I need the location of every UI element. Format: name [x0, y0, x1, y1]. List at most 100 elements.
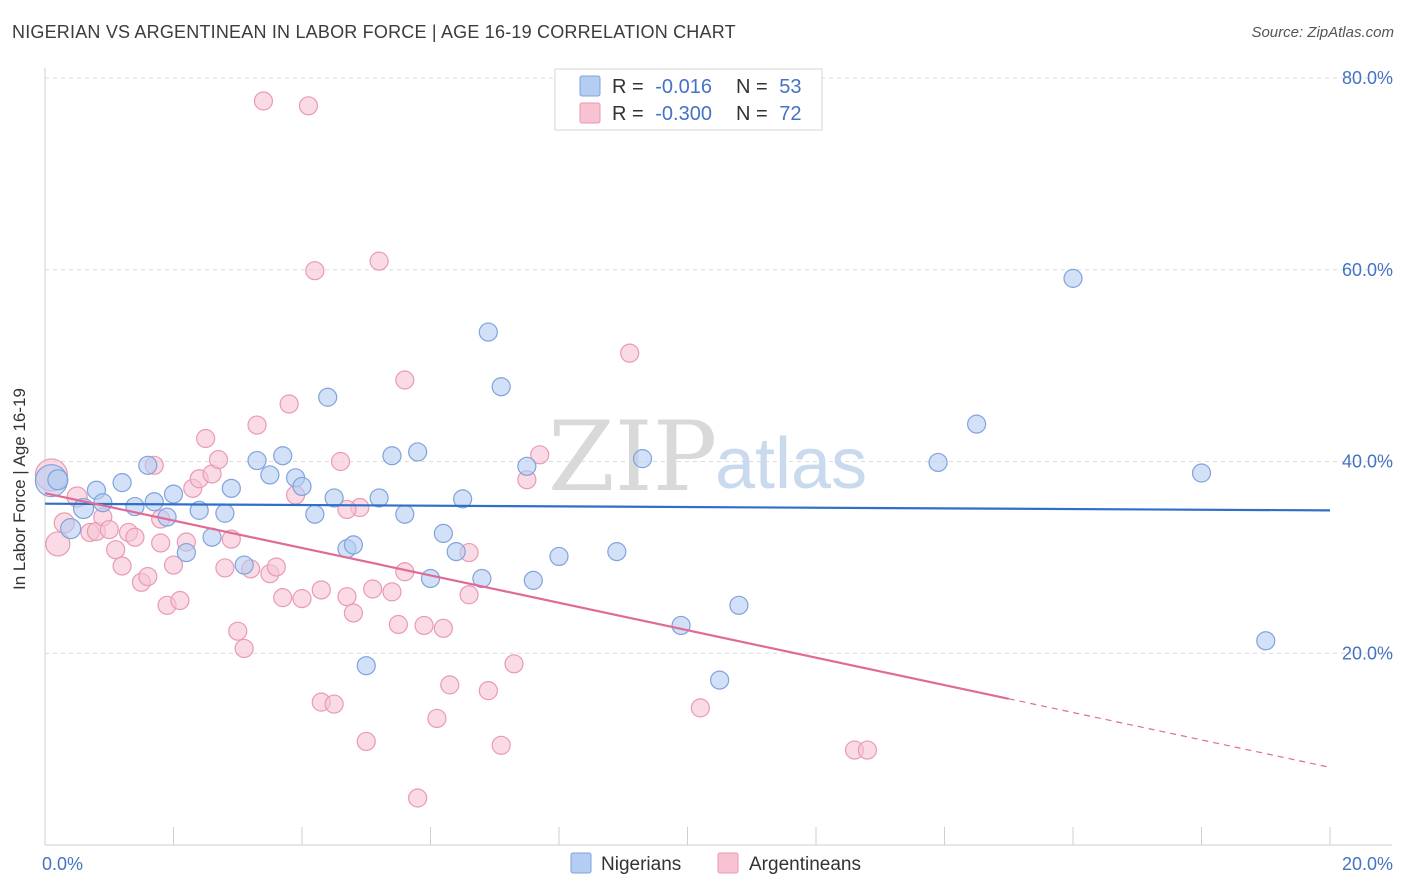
point-nigerians: [163, 484, 184, 504]
point-argentineans: [45, 531, 71, 557]
point-argentineans: [298, 96, 319, 116]
point-nigerians: [369, 488, 389, 508]
y-tick-label: 40.0%: [1342, 452, 1393, 472]
point-nigerians: [446, 542, 466, 562]
watermark-atlas: atlas: [715, 424, 867, 504]
watermark: ZIP atlas: [548, 401, 867, 513]
point-argentineans: [163, 555, 184, 575]
legend-swatch-argentineans: [579, 102, 601, 124]
point-nigerians: [607, 542, 627, 562]
x-tick-label: 20.0%: [1342, 854, 1393, 874]
point-argentineans: [857, 740, 878, 760]
x-tick-label: 0.0%: [42, 854, 83, 874]
point-nigerians: [260, 465, 280, 485]
point-nigerians: [491, 377, 511, 397]
point-nigerians: [408, 442, 428, 462]
point-nigerians: [1256, 631, 1276, 651]
point-nigerians: [433, 523, 453, 544]
series-legend-swatch-nigerians: [570, 852, 592, 874]
series-legend-label-nigerians: Nigerians: [601, 854, 681, 875]
point-argentineans: [196, 428, 216, 449]
point-argentineans: [388, 614, 408, 635]
point-argentineans: [440, 675, 460, 695]
point-argentineans: [266, 557, 286, 577]
point-argentineans: [433, 618, 453, 638]
point-argentineans: [324, 694, 344, 714]
svg-text:N = 72: N = 72: [736, 103, 802, 125]
point-argentineans: [427, 708, 447, 729]
point-nigerians: [729, 595, 749, 615]
series-legend: Nigerians Argentineans: [570, 852, 861, 875]
point-argentineans: [273, 588, 293, 608]
point-nigerians: [273, 446, 293, 466]
point-nigerians: [671, 615, 691, 636]
point-argentineans: [504, 654, 524, 674]
point-nigerians: [710, 670, 730, 690]
point-argentineans: [228, 621, 248, 641]
point-nigerians: [138, 455, 158, 475]
point-nigerians: [420, 568, 441, 589]
point-argentineans: [311, 580, 331, 600]
point-nigerians: [928, 452, 948, 473]
point-nigerians: [453, 489, 473, 509]
point-argentineans: [382, 582, 402, 602]
point-nigerians: [60, 518, 82, 540]
point-argentineans: [363, 579, 383, 599]
legend-r-label-argentineans: R =: [612, 103, 644, 125]
point-argentineans: [395, 370, 415, 390]
series-legend-swatch-argentineans: [717, 852, 739, 874]
svg-text:R = -0.016: R = -0.016: [612, 76, 712, 98]
point-nigerians: [967, 414, 987, 434]
point-argentineans: [215, 558, 235, 578]
y-tick-label: 20.0%: [1342, 643, 1393, 663]
point-argentineans: [408, 788, 428, 808]
point-nigerians: [343, 535, 363, 555]
point-argentineans: [356, 731, 376, 752]
point-nigerians: [1191, 463, 1212, 483]
point-nigerians: [1063, 268, 1083, 288]
y-tick-label: 80.0%: [1342, 68, 1393, 88]
point-nigerians: [176, 542, 196, 563]
point-nigerians: [549, 546, 569, 567]
point-nigerians: [382, 446, 402, 466]
point-nigerians: [395, 504, 415, 524]
point-nigerians: [112, 472, 132, 493]
point-argentineans: [414, 615, 434, 636]
point-argentineans: [305, 261, 325, 281]
source-attribution: Source: ZipAtlas.com: [1251, 24, 1394, 41]
point-nigerians: [247, 450, 267, 471]
point-nigerians: [189, 500, 209, 520]
legend-r-label-nigerians: R =: [612, 76, 644, 98]
point-nigerians: [324, 488, 344, 508]
argentineans-points: [34, 91, 878, 808]
point-nigerians: [47, 469, 69, 491]
legend-r-value-nigerians: -0.016: [655, 76, 712, 98]
point-argentineans: [620, 343, 640, 363]
point-nigerians: [318, 387, 338, 407]
point-argentineans: [337, 587, 357, 607]
point-nigerians: [221, 478, 241, 498]
watermark-zip: ZIP: [548, 401, 717, 513]
legend-n-label-nigerians: N =: [736, 76, 768, 98]
point-argentineans: [478, 681, 498, 701]
point-argentineans: [112, 556, 132, 576]
point-nigerians: [215, 503, 235, 523]
point-argentineans: [208, 449, 229, 470]
trend-line-nigerians: [44, 502, 1331, 512]
y-tick-label: 60.0%: [1342, 260, 1393, 280]
point-argentineans: [491, 735, 511, 755]
point-argentineans: [279, 394, 299, 414]
point-argentineans: [234, 638, 254, 659]
gridlines: [45, 77, 1392, 654]
point-argentineans: [151, 533, 171, 553]
trend-lines: [44, 492, 1331, 768]
point-argentineans: [369, 251, 389, 271]
point-argentineans: [459, 585, 479, 605]
legend-box: R = -0.016 N = 53 R = -0.300 N = 72: [554, 68, 823, 131]
point-argentineans: [106, 540, 126, 560]
point-argentineans: [343, 603, 363, 623]
point-nigerians: [356, 656, 376, 676]
legend-swatch-nigerians: [579, 75, 601, 97]
point-nigerians: [234, 555, 254, 575]
